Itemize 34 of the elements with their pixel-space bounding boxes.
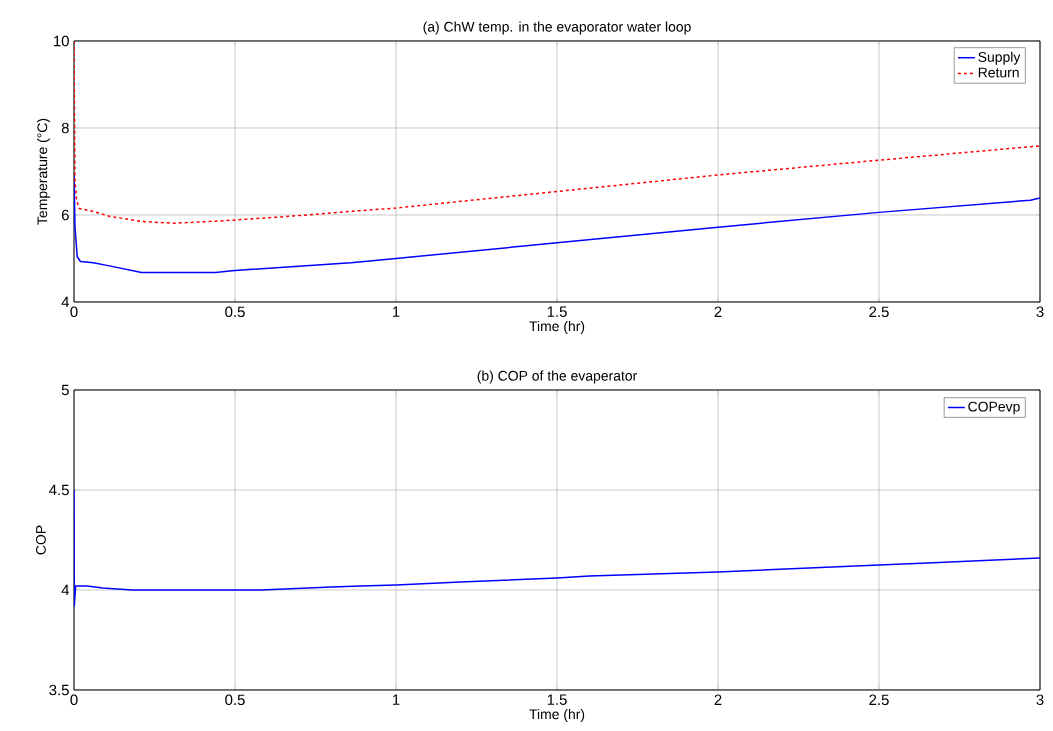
x-tick-label: 1.5 [547, 694, 567, 705]
x-tick-label: 0 [70, 694, 78, 706]
x-axis-title: Time (hr) [529, 320, 585, 334]
y-tick-label: 4 [61, 296, 70, 308]
x-tick-label: 0 [70, 306, 78, 318]
legend-label: Return [978, 67, 1019, 78]
y-tick-label: 4 [61, 584, 70, 596]
x-tick-label: 3 [1036, 694, 1044, 706]
x-tick-label: 0.5 [225, 694, 245, 706]
chart-title: (b) COP of the evaperator [477, 370, 637, 384]
x-tick-label: 0.5 [225, 306, 245, 318]
x-axis-title: Time (hr) [529, 708, 585, 722]
x-tick-label: 1 [393, 306, 400, 317]
y-axis-title: COP [35, 525, 46, 555]
x-tick-label: 2 [714, 306, 722, 317]
x-tick-label: 1 [393, 694, 400, 705]
legend-label: Supply [978, 51, 1021, 65]
y-tick-label: 6 [61, 209, 69, 221]
line-series [74, 489, 1041, 607]
x-tick-label: 2.5 [869, 694, 889, 706]
line-series [74, 175, 1041, 274]
y-tick-label: 4.5 [49, 484, 69, 496]
x-tick-label: 2 [714, 694, 722, 705]
y-axis-title: Temperature (°C) [37, 118, 51, 225]
y-tick-label: 3.5 [49, 684, 69, 696]
y-tick-label: 10 [54, 35, 69, 47]
x-tick-label: 2.5 [869, 306, 889, 318]
x-tick-label: 1.5 [547, 306, 567, 317]
chart-title: (a) ChW temp. in the evaporator water loop [423, 21, 691, 35]
y-tick-label: 5 [61, 384, 69, 396]
legend-label: COPevp [968, 401, 1020, 415]
y-tick-label: 8 [61, 122, 69, 134]
line-series [74, 40, 1041, 224]
x-tick-label: 3 [1036, 306, 1044, 318]
